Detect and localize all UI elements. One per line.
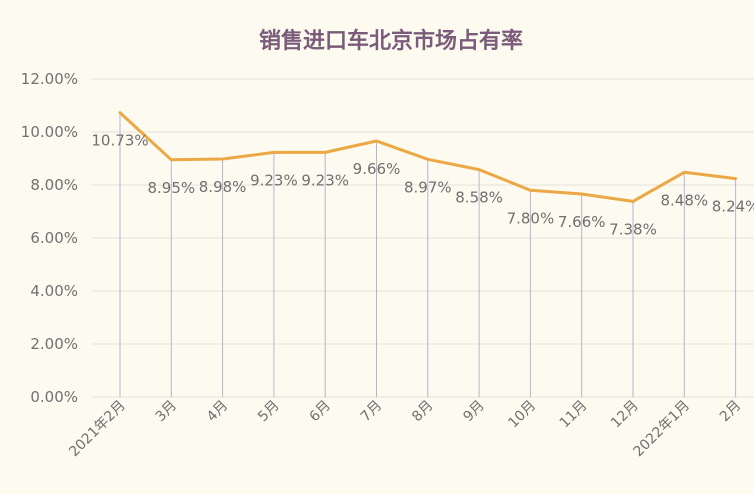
x-tick-label: 11月 bbox=[557, 398, 591, 432]
y-tick-label: 2.00% bbox=[30, 335, 78, 353]
data-label: 10.73% bbox=[91, 132, 148, 150]
data-labels: 10.73%8.95% 8.98% 9.23% 9.23%9.66%8.97%8.58… bbox=[91, 132, 754, 239]
x-tick-label: 5月 bbox=[255, 398, 283, 426]
x-tick-label: 6月 bbox=[307, 398, 335, 426]
y-tick-label: 8.00% bbox=[30, 176, 78, 194]
data-label: 8.97% bbox=[404, 178, 452, 196]
y-tick-label: 6.00% bbox=[30, 229, 78, 247]
data-label: 8.98% bbox=[199, 178, 247, 196]
x-tick-label: 8月 bbox=[409, 398, 437, 426]
chart-title: 销售进口车北京市场占有率 bbox=[259, 28, 523, 54]
drop-lines bbox=[119, 112, 737, 397]
x-tick-label: 3月 bbox=[153, 398, 181, 426]
data-label: 8.48% bbox=[660, 191, 708, 209]
x-tick-label: 9月 bbox=[460, 398, 488, 426]
y-tick-label: 0.00% bbox=[30, 388, 78, 406]
x-tick-label: 2月 bbox=[717, 398, 745, 426]
x-tick-label: 2022年1月 bbox=[631, 398, 694, 461]
data-label: 8.95% bbox=[147, 179, 195, 197]
data-label: 7.66% bbox=[558, 213, 606, 231]
y-tick-label: 4.00% bbox=[30, 282, 78, 300]
data-label: 8.24% bbox=[712, 198, 754, 216]
data-label: 9.23% bbox=[250, 171, 298, 189]
data-label: 9.23% bbox=[301, 171, 349, 189]
data-label: 7.80% bbox=[507, 209, 555, 227]
series-line bbox=[118, 111, 738, 203]
data-label: 9.66% bbox=[353, 160, 401, 178]
y-tick-label: 12.00% bbox=[21, 70, 78, 88]
x-tick-label: 2021年2月 bbox=[66, 398, 129, 461]
series-line-group bbox=[118, 111, 738, 203]
x-tick-label: 12月 bbox=[608, 398, 642, 432]
y-tick-label: 10.00% bbox=[21, 123, 78, 141]
x-tick-label: 4月 bbox=[204, 398, 232, 426]
x-tick-label: 10月 bbox=[505, 398, 539, 432]
y-axis: 0.00% 2.00% 4.00% 6.00% 8.00% 10.00% 12.00% bbox=[21, 70, 78, 406]
gridlines bbox=[92, 78, 754, 398]
x-tick-label: 7月 bbox=[358, 398, 386, 426]
data-label: 7.38% bbox=[609, 220, 657, 238]
data-label: 8.58% bbox=[455, 189, 503, 207]
